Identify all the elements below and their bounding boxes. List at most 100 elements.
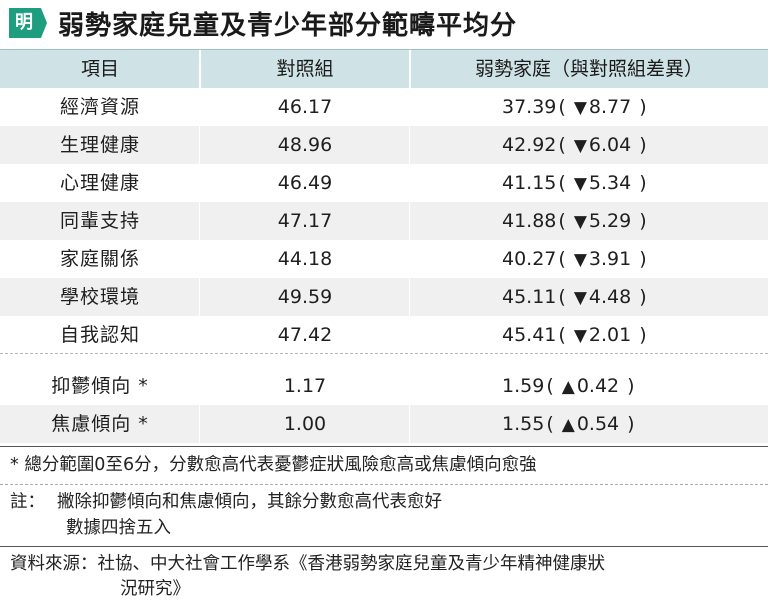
disadvantaged-score: 41.15 [502,172,557,194]
notes-divider [0,446,768,447]
note-line-1: 撇除抑鬱傾向和焦慮傾向，其餘分數愈高代表愈好 [57,492,442,512]
table-header: 項目 對照組 弱勢家庭（與對照組差異） [0,49,768,88]
disadvantaged-score: 37.39 [502,96,557,118]
row-label: 學校環境 [59,286,140,308]
disadvantaged-value: 37.39( ▼ 8.77 ) [410,88,768,126]
change-arrow-icon: ▼ [573,288,587,308]
control-value: 48.96 [277,134,333,156]
paren-close: ) [633,172,647,194]
paren-open: ( [558,286,566,308]
difference-value: 8.77 [588,96,632,118]
paren-close: ) [633,286,647,308]
column-header-item: 項目 [80,58,119,80]
disadvantaged-score: 1.55 [502,413,545,435]
paren-close: ) [621,413,635,435]
disadvantaged-score: 41.88 [502,210,557,232]
column-divider [409,164,410,202]
row-label: 同輩支持 [59,210,140,232]
control-value: 46.49 [277,172,333,194]
column-divider [409,240,410,278]
paren-open: ( [558,324,566,346]
row-label: 生理健康 [59,134,140,156]
change-arrow-icon: ▼ [573,136,587,156]
difference-value: 3.91 [588,248,632,270]
paren-close: ) [621,375,635,397]
table-row: 自我認知 47.42 45.41(▼ 2.01 ) [0,316,768,354]
control-value: 44.18 [277,248,333,270]
section-divider [0,353,768,362]
column-divider [199,405,200,443]
paren-open: ( [558,96,566,118]
column-divider [409,126,410,164]
paren-open: ( [546,413,554,435]
disadvantaged-value: 45.11( ▼ 4.48 ) [410,278,768,316]
control-value: 47.17 [277,210,333,232]
column-divider [199,240,200,278]
column-divider [409,202,410,240]
change-arrow-icon: ▼ [573,212,587,232]
difference-value: 2.01 [588,324,632,346]
column-header-control: 對照組 [276,58,334,80]
paren-close: ) [633,210,647,232]
change-arrow-icon: ▲ [561,415,575,435]
table-row: 生理健康 48.96 42.92(▼ 6.04 ) [0,126,768,164]
source-divider [0,546,768,547]
control-value: 1.00 [283,413,327,435]
change-arrow-icon: ▼ [573,250,587,270]
column-divider [199,202,200,240]
table-row: 同輩支持 47.17 41.88(▼ 5.29 ) [0,202,768,240]
disadvantaged-value: 45.41(▼ 2.01 ) [410,316,768,354]
difference-value: 0.42 [576,375,620,397]
difference-value: 6.04 [588,134,632,156]
source-line-2: 況研究》 [120,579,190,599]
control-value: 47.42 [277,324,333,346]
column-header-disadvantaged: 弱勢家庭（與對照組差異） [474,58,703,80]
difference-value: 4.48 [588,286,632,308]
change-arrow-icon: ▲ [561,377,575,397]
disadvantaged-score: 45.11 [502,286,557,308]
paren-open: ( [558,172,566,194]
disadvantaged-score: 42.92 [502,134,557,156]
header-divider [409,50,411,88]
column-divider [409,316,410,354]
row-label: 心理健康 [59,172,140,194]
column-divider [409,88,410,126]
row-label: 家庭關係 [59,248,140,270]
paren-close: ) [633,96,647,118]
difference-value: 5.34 [588,172,632,194]
control-value: 1.17 [283,375,327,397]
disadvantaged-value: 41.88(▼ 5.29 ) [410,202,768,240]
column-divider [409,367,410,405]
table-row: 抑鬱傾向 * 1.17 1.59( ▲ 0.42 ) [0,367,768,405]
column-divider [199,126,200,164]
disadvantaged-value: 1.59( ▲ 0.42 ) [410,367,768,405]
disadvantaged-value: 40.27(▼ 3.91 ) [410,240,768,278]
paren-open: ( [558,134,566,156]
disadvantaged-score: 40.27 [502,248,557,270]
disadvantaged-value: 1.55(▲ 0.54 ) [410,405,768,443]
note-label: 註： [10,492,45,512]
change-arrow-icon: ▼ [573,98,587,118]
disadvantaged-value: 42.92(▼ 6.04 ) [410,126,768,164]
table-row: 焦慮傾向 * 1.00 1.55(▲ 0.54 ) [0,405,768,443]
table-row: 經濟資源 46.17 37.39(▼ 8.77 ) [0,88,768,126]
control-value: 49.59 [277,286,333,308]
row-label: 自我認知 [59,324,140,346]
paren-open: ( [546,375,554,397]
logo-char: 明 [15,12,33,33]
column-divider [409,278,410,316]
paren-open: ( [558,248,566,270]
column-divider [409,405,410,443]
paren-open: ( [558,210,566,232]
header-divider [199,50,201,88]
column-divider [199,367,200,405]
source-line-1: 資料來源：社協、中大社會工作學系《香港弱勢家庭兒童及青少年精神健康狀 [10,554,605,574]
disadvantaged-score: 45.41 [502,324,557,346]
paren-close: ) [633,324,647,346]
disadvantaged-score: 1.59 [502,375,545,397]
column-divider [199,164,200,202]
row-label: 抑鬱傾向 * [51,375,149,397]
table-row: 學校環境 49.59 45.11( ▼ 4.48 ) [0,278,768,316]
footnote: * 總分範圍0至6分，分數愈高代表憂鬱症狀風險愈高或焦慮傾向愈強 [10,455,537,475]
